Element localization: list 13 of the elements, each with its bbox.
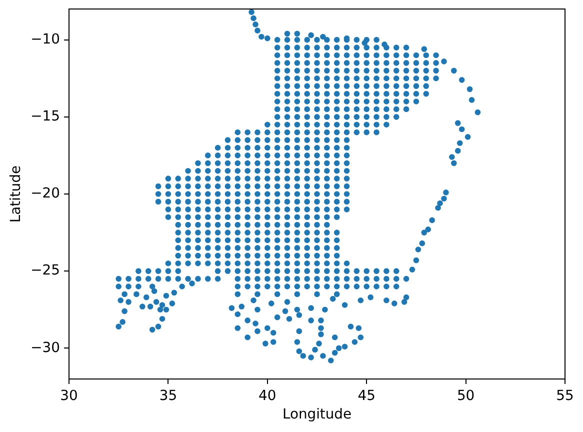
x-tick-label: 30	[60, 388, 78, 404]
x-tick-label: 55	[556, 388, 574, 404]
x-axis-title: Longitude	[282, 406, 352, 422]
y-tick-label: −20	[30, 186, 60, 202]
y-tick-label: −30	[30, 340, 60, 356]
x-tick-label: 50	[456, 388, 475, 404]
x-tick-label: 35	[159, 388, 178, 404]
y-tick-label: −15	[30, 108, 60, 125]
x-tick-label: 40	[258, 388, 276, 404]
y-tick-label: −10	[30, 31, 60, 48]
x-tick-label: 45	[358, 388, 376, 404]
y-tick-label: −25	[30, 262, 60, 279]
y-axis-title: Latitude	[8, 165, 24, 223]
